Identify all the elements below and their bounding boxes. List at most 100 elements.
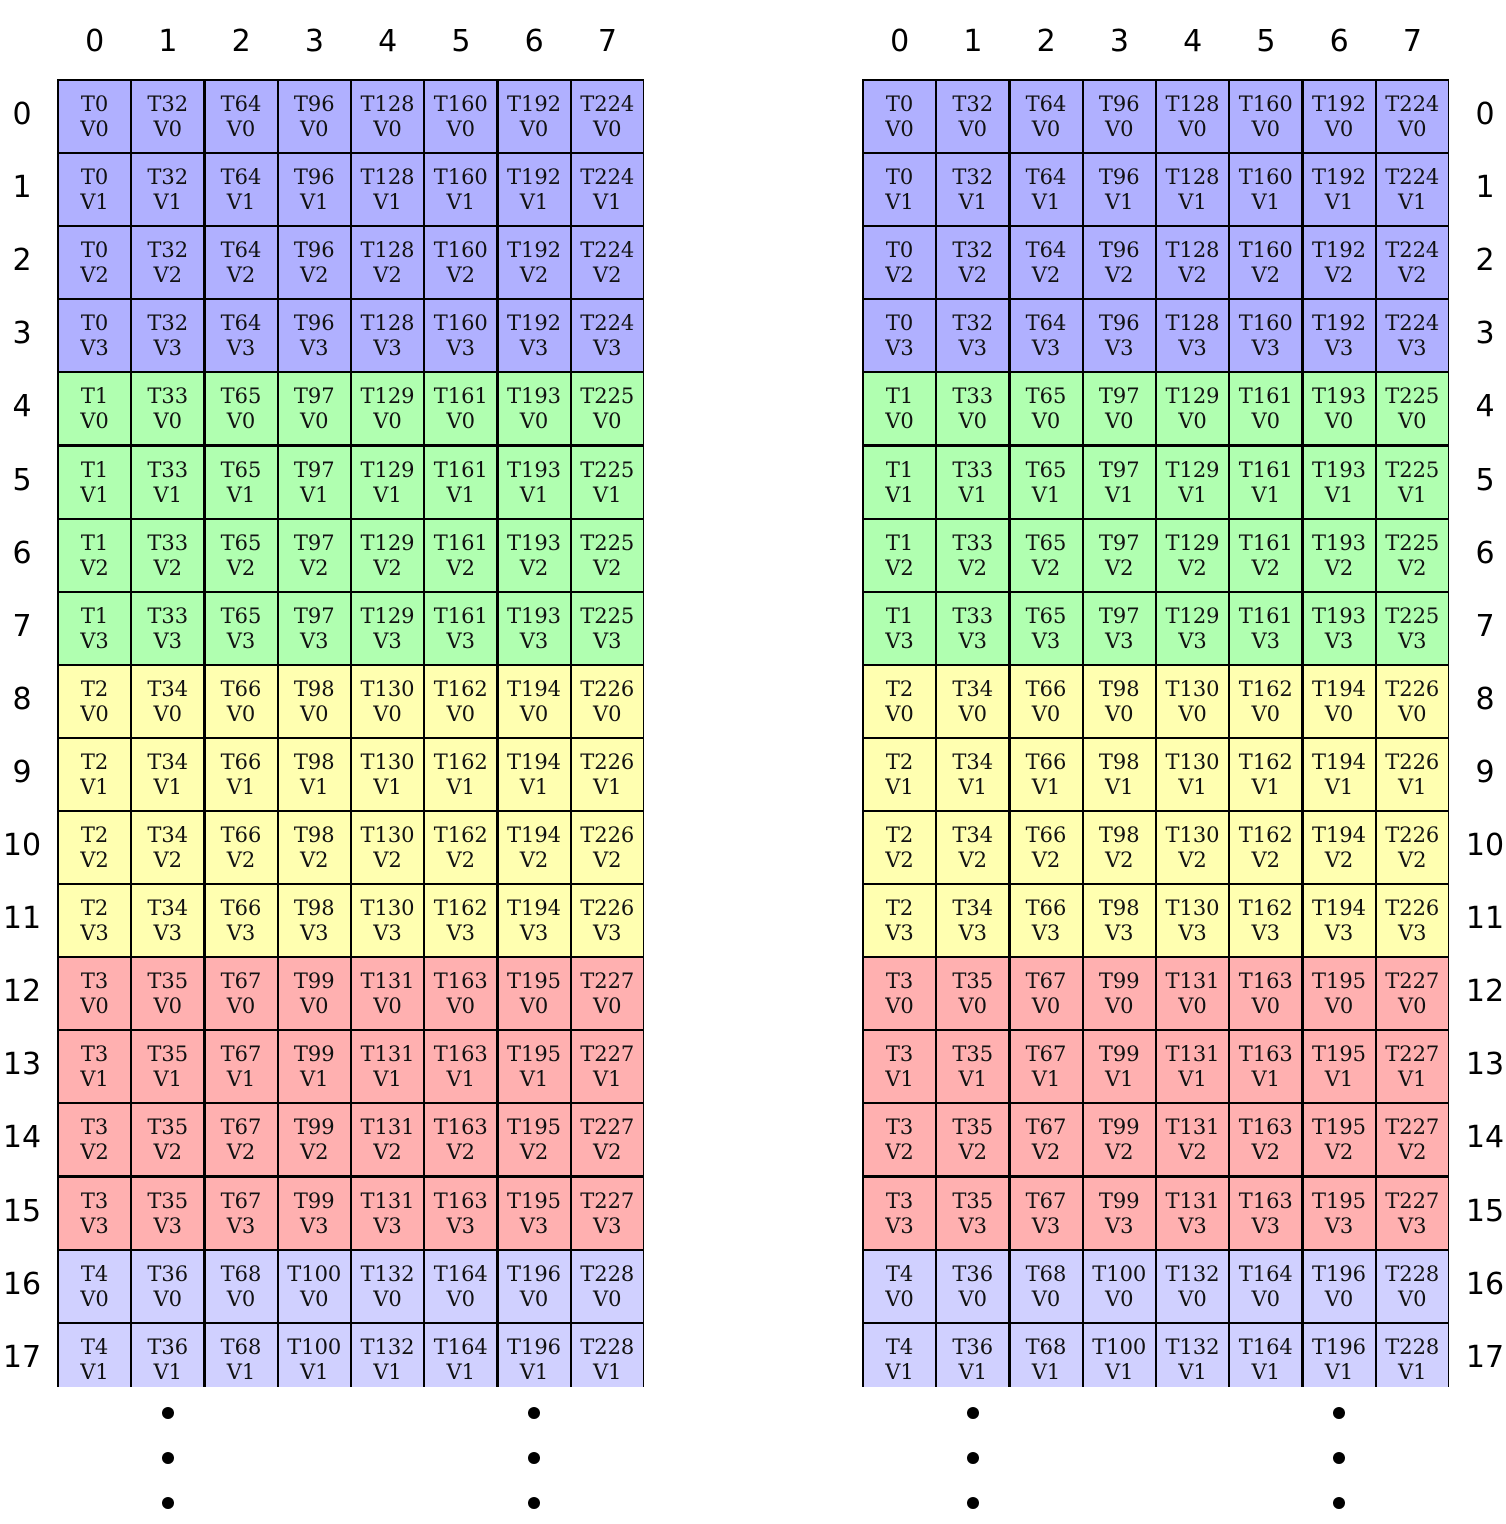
thread-label: T65 <box>220 457 262 482</box>
thread-label: T98 <box>293 676 335 701</box>
value-label: V2 <box>1324 1140 1354 1165</box>
value-label: V3 <box>1104 336 1134 361</box>
thread-label: T192 <box>1311 238 1367 263</box>
thread-label: T67 <box>1025 969 1067 994</box>
grid-cell: T162 V3 <box>1228 883 1304 959</box>
value-label: V2 <box>885 555 914 580</box>
thread-label: T67 <box>220 1042 262 1067</box>
grid-cell: T67 V1 <box>1008 1029 1084 1105</box>
thread-label: T224 <box>580 92 635 116</box>
grid-cell: T98 V1 <box>1081 736 1157 812</box>
thread-label: T226 <box>580 823 635 847</box>
thread-label: T193 <box>1311 603 1367 628</box>
value-label: V1 <box>519 482 549 507</box>
value-label: V0 <box>1397 1286 1427 1311</box>
grid-cell: T131 V0 <box>1155 956 1230 1032</box>
grid-cell: T225 V3 <box>1374 590 1449 666</box>
thread-label: T96 <box>1098 165 1140 190</box>
thread-label: T128 <box>1165 311 1220 336</box>
thread-label: T195 <box>506 1115 562 1140</box>
thread-label: T3 <box>80 1042 109 1067</box>
grid-cell: T164 V1 <box>423 1321 499 1387</box>
grid-cell: T226 V0 <box>1374 663 1449 739</box>
thread-label: T195 <box>1311 1042 1367 1067</box>
thread-label: T2 <box>80 749 109 774</box>
thread-label: T66 <box>220 749 262 774</box>
grid-cell: T64 V1 <box>203 152 279 228</box>
grid-cell: T224 V1 <box>569 152 644 228</box>
grid-cell: T225 V1 <box>569 444 644 520</box>
thread-label: T228 <box>1385 1334 1440 1359</box>
grid-cell: T130 V2 <box>350 810 425 885</box>
thread-label: T130 <box>1165 823 1220 847</box>
thread-label: T33 <box>147 530 189 555</box>
thread-label: T35 <box>952 1115 994 1140</box>
ellipsis-dot <box>966 1497 979 1509</box>
thread-label: T68 <box>220 1334 262 1359</box>
value-label: V3 <box>446 336 476 361</box>
value-label: V1 <box>1104 774 1134 799</box>
thread-label: T224 <box>1385 311 1440 336</box>
grid-cell: T1 V0 <box>862 371 937 447</box>
grid-cell: T161 V2 <box>423 517 499 593</box>
grid-cell: T35 V2 <box>130 1102 206 1178</box>
value-label: V3 <box>519 628 549 653</box>
value-label: V1 <box>153 774 183 799</box>
grid-cell: T130 V2 <box>1155 810 1230 885</box>
value-label: V2 <box>885 848 914 872</box>
value-label: V2 <box>958 263 988 288</box>
row-header: 11 <box>2 901 42 937</box>
grid-cell: T96 V0 <box>276 79 352 154</box>
thread-label: T4 <box>885 1334 914 1359</box>
value-label: V3 <box>519 336 549 361</box>
value-label: V0 <box>885 409 914 434</box>
grid-cell: T162 V1 <box>1228 736 1304 812</box>
grid-cell: T2 V1 <box>862 736 937 812</box>
thread-label: T164 <box>1238 1261 1293 1286</box>
thread-label: T1 <box>885 603 914 628</box>
thread-label: T227 <box>1385 969 1440 994</box>
grid-cell: T160 V2 <box>423 225 499 301</box>
thread-label: T2 <box>885 676 914 701</box>
grid-cell: T1 V0 <box>57 371 132 447</box>
value-label: V3 <box>226 1213 256 1238</box>
thread-label: T225 <box>1385 603 1440 628</box>
value-label: V1 <box>446 1359 476 1384</box>
column-header: 5 <box>451 24 471 59</box>
thread-label: T162 <box>1238 823 1293 847</box>
grid-cell: T131 V0 <box>350 956 425 1032</box>
thread-label: T34 <box>952 896 994 921</box>
grid-cell: T64 V0 <box>203 79 279 154</box>
value-label: V0 <box>80 409 109 434</box>
thread-label: T32 <box>147 165 189 190</box>
value-label: V0 <box>1031 117 1061 141</box>
value-label: V0 <box>80 994 109 1019</box>
thread-label: T224 <box>580 238 635 263</box>
thread-label: T161 <box>1238 384 1293 409</box>
grid-cell: T34 V2 <box>935 810 1011 885</box>
grid-cell: T35 V1 <box>130 1029 206 1105</box>
thread-label: T67 <box>1025 1188 1067 1213</box>
row-header: 7 <box>12 608 32 644</box>
thread-label: T36 <box>147 1261 189 1286</box>
thread-label: T65 <box>1025 384 1067 409</box>
thread-label: T34 <box>147 823 189 847</box>
grid-cell: T192 V1 <box>496 152 572 228</box>
grid-cell: T0 V1 <box>57 152 132 228</box>
value-label: V2 <box>1251 1140 1281 1165</box>
value-label: V1 <box>153 190 183 215</box>
grid-cell: T36 V0 <box>935 1248 1011 1324</box>
value-label: V2 <box>373 555 402 580</box>
thread-label: T228 <box>580 1334 635 1359</box>
thread-label: T2 <box>885 896 914 921</box>
value-label: V1 <box>958 1067 988 1092</box>
ellipsis-dot <box>161 1452 174 1464</box>
grid-cell: T162 V1 <box>423 736 499 812</box>
thread-label: T163 <box>433 1188 488 1213</box>
grid-cell: T129 V1 <box>1155 444 1230 520</box>
thread-label: T163 <box>433 969 488 994</box>
value-label: V2 <box>592 1140 622 1165</box>
value-label: V0 <box>226 117 256 141</box>
thread-label: T194 <box>506 896 562 921</box>
grid-cell: T1 V1 <box>57 444 132 520</box>
